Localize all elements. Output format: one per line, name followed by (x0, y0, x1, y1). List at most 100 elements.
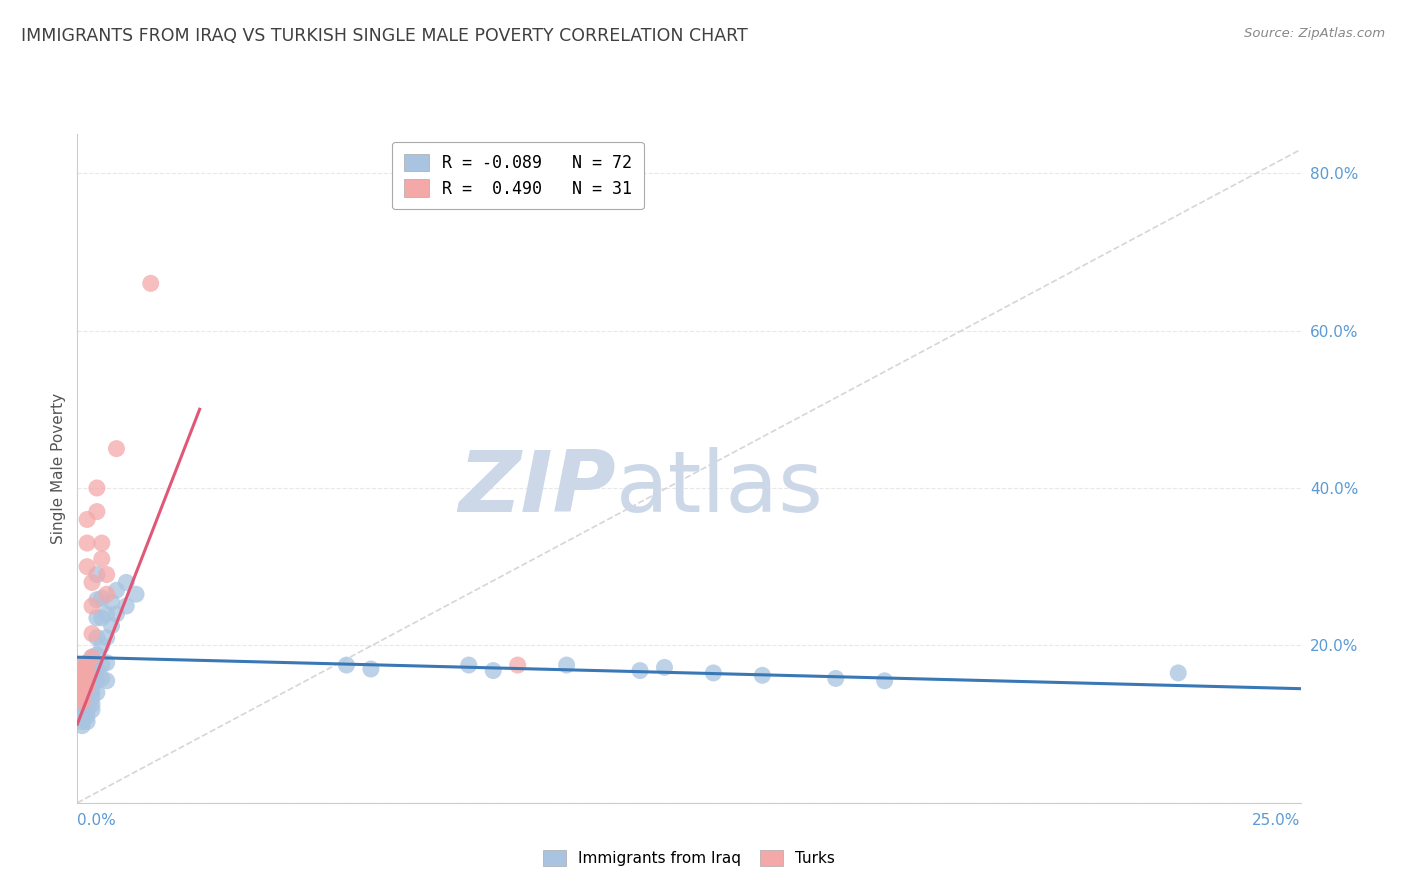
Point (76, 662, 98, 676)
Point (80, 703, 103, 717)
Point (70, 668, 93, 682)
Point (80, 698, 103, 712)
Point (86, 611, 108, 625)
Point (751, 668, 773, 682)
Point (105, 607, 128, 621)
Point (70, 679, 93, 693)
Point (702, 665, 724, 680)
Point (96, 631, 118, 645)
Text: atlas: atlas (616, 447, 824, 530)
Point (105, 583, 128, 598)
Point (76, 714, 98, 729)
Point (76, 698, 98, 712)
Point (80, 673, 103, 688)
Point (96, 656, 118, 670)
Point (90, 672, 112, 686)
Point (96, 587, 118, 601)
Point (70, 691, 93, 706)
Point (80, 575, 103, 590)
Point (100, 618, 122, 632)
Point (86, 505, 108, 519)
Point (70, 664, 93, 678)
Point (70, 703, 93, 717)
Point (70, 687, 93, 701)
Point (70, 658, 93, 673)
Point (76, 703, 98, 717)
Point (80, 650, 103, 665)
Text: IMMIGRANTS FROM IRAQ VS TURKISH SINGLE MALE POVERTY CORRELATION CHART: IMMIGRANTS FROM IRAQ VS TURKISH SINGLE M… (21, 27, 748, 45)
Point (70, 691, 93, 706)
Point (90, 551, 112, 566)
Point (139, 277, 162, 291)
Point (86, 685, 108, 699)
Point (105, 442, 128, 456)
Point (70, 706, 93, 721)
Point (76, 679, 98, 693)
Point (86, 567, 108, 582)
Point (70, 668, 93, 682)
Point (506, 658, 529, 673)
Point (80, 665, 103, 680)
Point (70, 719, 93, 733)
Point (873, 673, 896, 688)
Point (628, 664, 651, 678)
Point (76, 691, 98, 706)
Point (76, 668, 98, 682)
Point (86, 662, 108, 676)
Point (80, 599, 103, 613)
Point (86, 592, 108, 607)
Point (70, 687, 93, 701)
Point (90, 639, 112, 653)
Point (76, 656, 98, 670)
Point (70, 695, 93, 709)
Point (76, 662, 98, 676)
Point (86, 631, 108, 645)
Point (70, 711, 93, 725)
Text: Source: ZipAtlas.com: Source: ZipAtlas.com (1244, 27, 1385, 40)
Point (70, 672, 93, 686)
Point (86, 673, 108, 688)
Point (824, 672, 846, 686)
Text: 0.0%: 0.0% (77, 814, 117, 828)
Point (335, 658, 357, 673)
Point (76, 685, 98, 699)
Point (70, 699, 93, 714)
Point (76, 512, 98, 526)
Point (80, 626, 103, 640)
Point (555, 658, 578, 673)
Point (80, 691, 103, 706)
Point (76, 668, 98, 682)
Point (70, 695, 93, 709)
Point (125, 587, 148, 601)
Point (457, 658, 479, 673)
Point (80, 679, 103, 693)
Point (96, 607, 118, 621)
Point (90, 536, 112, 550)
Point (76, 656, 98, 670)
Point (360, 662, 382, 676)
Point (654, 660, 676, 674)
Point (76, 536, 98, 550)
Point (70, 664, 93, 678)
Point (70, 676, 93, 690)
Point (76, 559, 98, 574)
Point (90, 658, 112, 673)
Point (76, 673, 98, 688)
Point (80, 658, 103, 673)
Point (482, 664, 505, 678)
Point (96, 673, 118, 688)
Point (70, 676, 93, 690)
Point (70, 658, 93, 673)
Text: ZIP: ZIP (458, 447, 616, 530)
Point (70, 672, 93, 686)
Point (70, 683, 93, 698)
Point (86, 481, 108, 495)
Point (115, 575, 138, 590)
Point (1167, 665, 1189, 680)
Y-axis label: Single Male Poverty: Single Male Poverty (51, 392, 66, 544)
Point (80, 650, 103, 665)
Point (70, 714, 93, 729)
Point (76, 673, 98, 688)
Point (80, 685, 103, 699)
Point (76, 679, 98, 693)
